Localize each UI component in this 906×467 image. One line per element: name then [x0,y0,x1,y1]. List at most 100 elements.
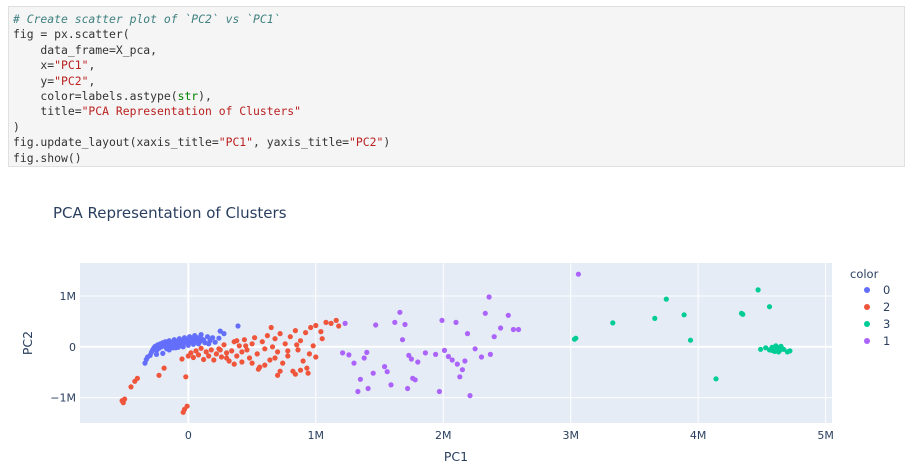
scatter-point [663,296,669,302]
scatter-point [355,388,361,395]
code-line: color=labels.astype(str), [13,89,904,104]
legend-item-2[interactable]: 2 [864,300,890,314]
code-token: # Create scatter plot of `PC2` vs `PC1` [13,12,281,26]
scatter-point [336,323,342,329]
scatter-point [422,350,428,356]
scatter-point [292,371,298,377]
scatter-point [472,346,478,352]
code-line: x="PC1", [13,58,904,73]
code-line: fig.update_layout(xaxis_title="PC1", yax… [13,135,904,150]
scatter-point [415,359,421,365]
scatter-point [769,347,775,353]
scatter-point [190,337,196,343]
scatter-point [361,355,367,361]
tick-labels: 0 1M 2M 3M 4M 5M −1M 0 1M [50,290,834,442]
scatter-point [249,360,255,366]
scatter-point [491,334,497,340]
scatter-point [318,329,324,335]
scatter-point [269,344,276,350]
code-line: y="PC2", [13,74,904,89]
x-tick-label: 3M [562,429,579,442]
scatter-point [218,354,225,360]
scatter-point [122,396,128,402]
scatter-point [402,321,408,328]
legend-marker [864,321,870,327]
scatter-point [235,323,241,329]
scatter-point [351,360,357,366]
code-token: y= [13,73,55,88]
scatter-point [204,334,211,340]
x-tick-label: 0 [185,429,192,442]
scatter-point [454,361,460,367]
scatter-point [297,367,304,373]
scatter-point [185,342,191,348]
scatter-point [268,324,274,331]
code-token: ), [198,88,212,103]
scatter-point [216,335,222,341]
scatter-point [287,334,293,340]
scatter-point [221,342,227,348]
scatter-point [505,312,511,318]
scatter-point [340,350,346,356]
scatter-point [162,342,168,348]
code-cell[interactable]: # Create scatter plot of `PC2` vs `PC1` f… [8,6,905,167]
x-tick-label: 4M [690,429,707,442]
scatter-point [201,356,207,363]
scatter-point [439,317,445,323]
scatter-point [498,325,504,331]
scatter-point [449,357,455,363]
scatter-point [652,315,658,321]
scatter-point [610,320,616,326]
scatter-point [397,309,403,315]
scatter-point [241,337,247,343]
scatter-point [249,341,255,347]
y-axis-title: PC2 [20,331,35,355]
code-line: fig = px.scatter( [13,27,904,42]
scatter-point [179,356,185,362]
legend[interactable]: color 0 2 3 1 [850,267,890,348]
scatter-point [221,331,227,337]
legend-label: 2 [883,300,890,314]
scatter-point [246,355,253,361]
scatter-point [573,335,579,341]
scatter-point [190,341,196,347]
scatter-point [198,345,204,351]
scatter-point [482,310,488,316]
legend-label: 3 [883,317,890,331]
scatter-point [308,324,314,331]
scatter-point [212,339,218,345]
scatter-point [775,349,782,355]
legend-item-3[interactable]: 3 [864,317,890,331]
code-token: str [177,88,199,103]
scatter-point [357,376,363,382]
code-token: "PC2" [54,73,89,88]
scatter-point [229,348,235,354]
scatter-point [313,354,319,360]
scatter-point [183,374,189,380]
code-editor[interactable]: # Create scatter plot of `PC2` vs `PC1` f… [9,7,904,166]
scatter-point [275,372,281,378]
scatter-point [306,351,312,357]
scatter-point [787,348,793,354]
scatter-point [295,347,301,353]
scatter-point [304,365,310,371]
scatter-point [175,342,181,348]
scatter-point [272,355,278,361]
scatter-point [323,319,329,325]
scatter-point [277,331,283,337]
legend-item-1[interactable]: 1 [864,334,890,348]
scatter-point [264,333,270,339]
scatter-chart[interactable]: PCA Representation of Clusters 0 1M 2M 3M 4M… [0,176,906,467]
code-token: title= [13,104,82,119]
scatter-point [392,319,398,325]
x-tick-label: 1M [308,429,325,442]
scatter-point [153,351,160,357]
scatter-point [781,346,787,352]
scatter-point [467,393,473,399]
scatter-point [436,388,442,395]
scatter-point [206,353,212,359]
scatter-point [211,357,217,363]
legend-item-0[interactable]: 0 [864,283,890,297]
x-axis-title: PC1 [444,449,468,464]
scatter-point [217,328,223,334]
